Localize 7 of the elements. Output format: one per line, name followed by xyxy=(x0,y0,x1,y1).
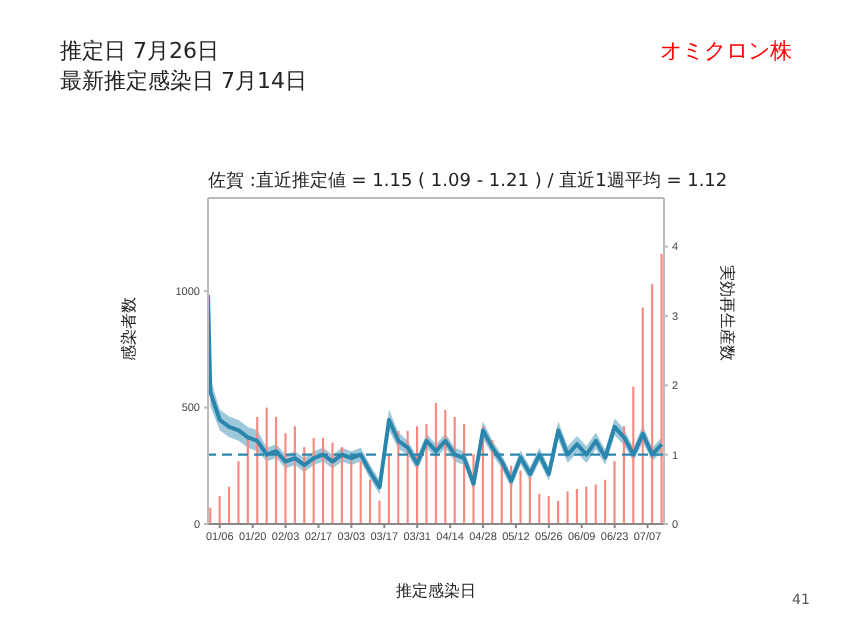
text: オミクロン株 xyxy=(660,36,792,66)
text: 最新推定感染日 7月14日 xyxy=(60,66,307,96)
x-axis-title: 推定感染日 xyxy=(396,582,476,600)
chart-title: 佐賀 :直近推定値 = 1.15 ( 1.09 - 1.21 ) / 直近1週平均 = 1.12 xyxy=(208,169,728,194)
text: 推定日 7月26日 xyxy=(60,36,219,66)
y-axis-title: 感染者数 xyxy=(119,297,138,361)
y2-axis-title: 実効再生産数 xyxy=(718,265,737,361)
